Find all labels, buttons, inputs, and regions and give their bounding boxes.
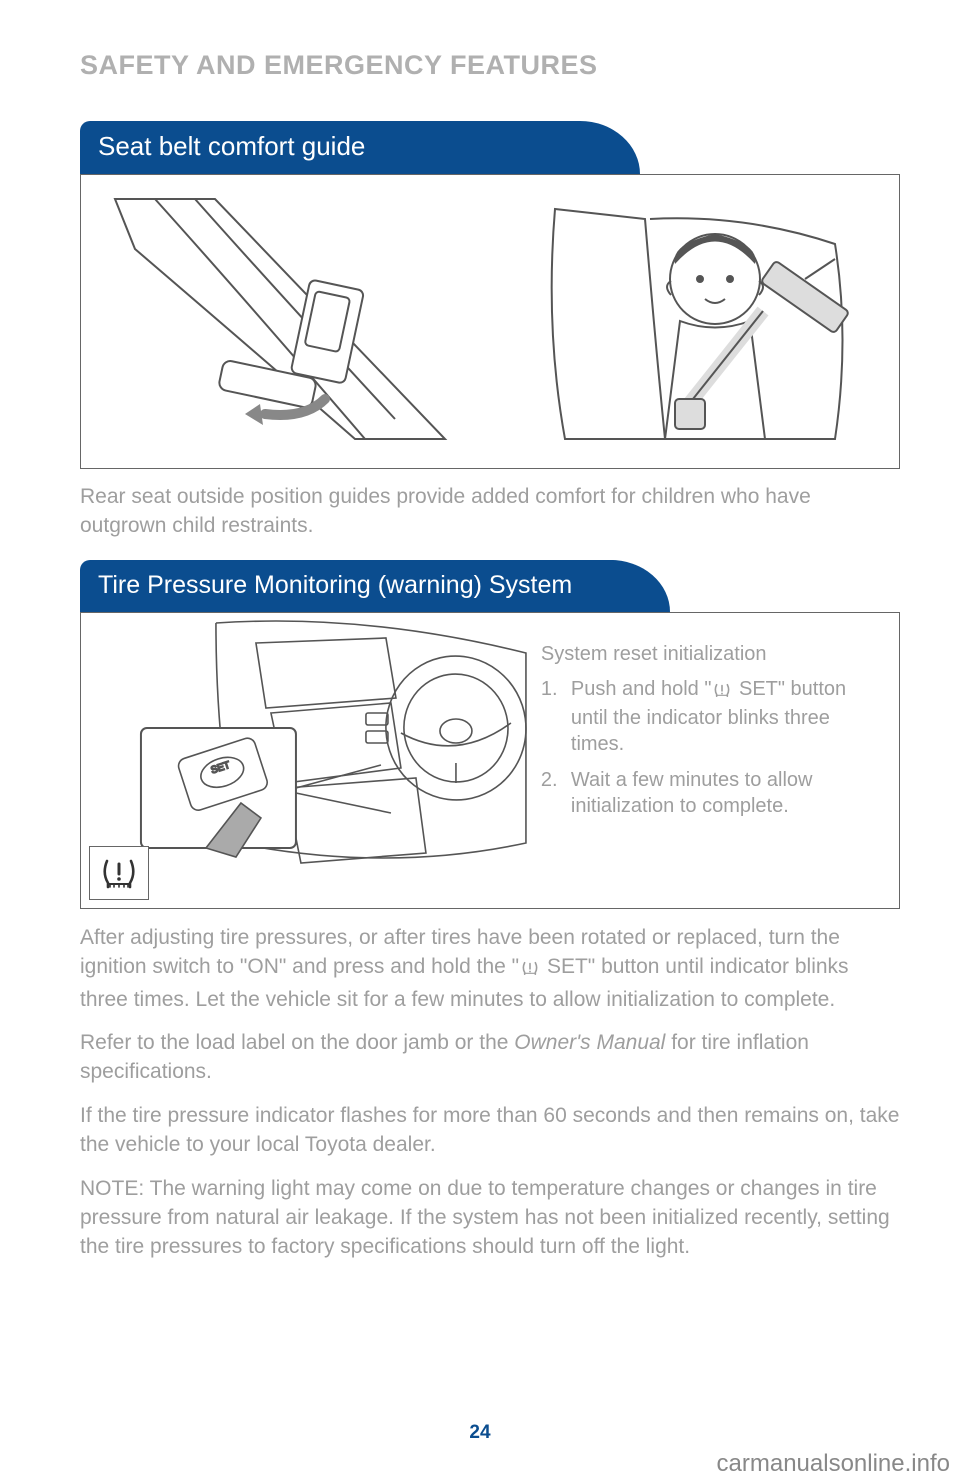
seatbelt-figure [80, 174, 900, 469]
tpms-para-2: Refer to the load label on the door jamb… [80, 1028, 900, 1087]
tpms-warning-icon-box [89, 846, 149, 900]
tpms-para-4: NOTE: The warning light may come on due … [80, 1174, 900, 1262]
seatbelt-header: Seat belt comfort guide [80, 121, 580, 174]
tpms-para-1: After adjusting tire pressures, or after… [80, 923, 900, 1014]
tpms-header: Tire Pressure Monitoring (warning) Syste… [80, 560, 610, 612]
watermark: carmanualsonline.info [717, 1450, 950, 1478]
seatbelt-fig-right [505, 189, 885, 454]
page-number: 24 [0, 1422, 960, 1444]
seatbelt-caption: Rear seat outside position guides provid… [80, 483, 900, 540]
tpms-step-1: 1. Push and hold " SET" button until the… [541, 676, 879, 757]
manual-page: SAFETY AND EMERGENCY FEATURES Seat belt … [0, 0, 960, 1484]
tpms-reset-title: System reset initialization [541, 643, 879, 666]
seatbelt-clip-illustration [95, 189, 475, 449]
tpms-step-1-text: Push and hold " SET" button until the in… [571, 676, 879, 757]
tpms-step-1-num: 1. [541, 676, 561, 757]
tpms-step-2: 2. Wait a few minutes to allow initializ… [541, 767, 879, 819]
tpms-fig-left: SET [81, 613, 531, 908]
tpms-para-3: If the tire pressure indicator flashes f… [80, 1101, 900, 1160]
section-title: SAFETY AND EMERGENCY FEATURES [80, 50, 900, 81]
tpms-step-2-text: Wait a few minutes to allow initializati… [571, 767, 879, 819]
tpms-reset-panel: System reset initialization 1. Push and … [531, 613, 899, 908]
tpms-figure: SET [80, 612, 900, 909]
tpms-warning-icon [99, 855, 139, 891]
child-seatbelt-illustration [505, 189, 885, 449]
tpms-step-2-num: 2. [541, 767, 561, 819]
tpms-steps: 1. Push and hold " SET" button until the… [541, 676, 879, 819]
seatbelt-fig-left [95, 189, 475, 454]
tpms-inline-icon [521, 955, 539, 984]
tpms-inline-icon [713, 679, 731, 705]
